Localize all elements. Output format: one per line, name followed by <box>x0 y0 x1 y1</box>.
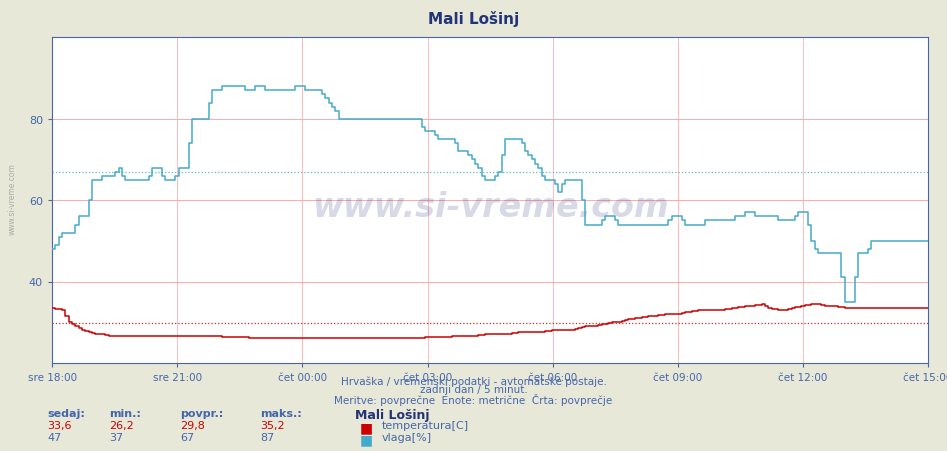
Text: 37: 37 <box>109 432 123 442</box>
Text: 87: 87 <box>260 432 275 442</box>
Text: zadnji dan / 5 minut.: zadnji dan / 5 minut. <box>420 384 527 394</box>
Text: Mali Lošinj: Mali Lošinj <box>428 11 519 27</box>
Text: www.si-vreme.com: www.si-vreme.com <box>312 191 669 224</box>
Text: povpr.:: povpr.: <box>180 408 223 418</box>
Text: 29,8: 29,8 <box>180 420 205 430</box>
Text: temperatura[C]: temperatura[C] <box>382 420 469 430</box>
Text: vlaga[%]: vlaga[%] <box>382 432 432 442</box>
Text: min.:: min.: <box>109 408 141 418</box>
Text: 67: 67 <box>180 432 194 442</box>
Text: ■: ■ <box>360 420 373 434</box>
Text: www.si-vreme.com: www.si-vreme.com <box>8 162 17 235</box>
Text: sedaj:: sedaj: <box>47 408 85 418</box>
Text: 35,2: 35,2 <box>260 420 285 430</box>
Text: Hrvaška / vremenski podatki - avtomatske postaje.: Hrvaška / vremenski podatki - avtomatske… <box>341 375 606 386</box>
Text: 47: 47 <box>47 432 62 442</box>
Text: 33,6: 33,6 <box>47 420 72 430</box>
Text: 26,2: 26,2 <box>109 420 134 430</box>
Text: Mali Lošinj: Mali Lošinj <box>355 408 430 421</box>
Text: ■: ■ <box>360 432 373 446</box>
Text: maks.:: maks.: <box>260 408 302 418</box>
Text: Meritve: povprečne  Enote: metrične  Črta: povprečje: Meritve: povprečne Enote: metrične Črta:… <box>334 393 613 405</box>
